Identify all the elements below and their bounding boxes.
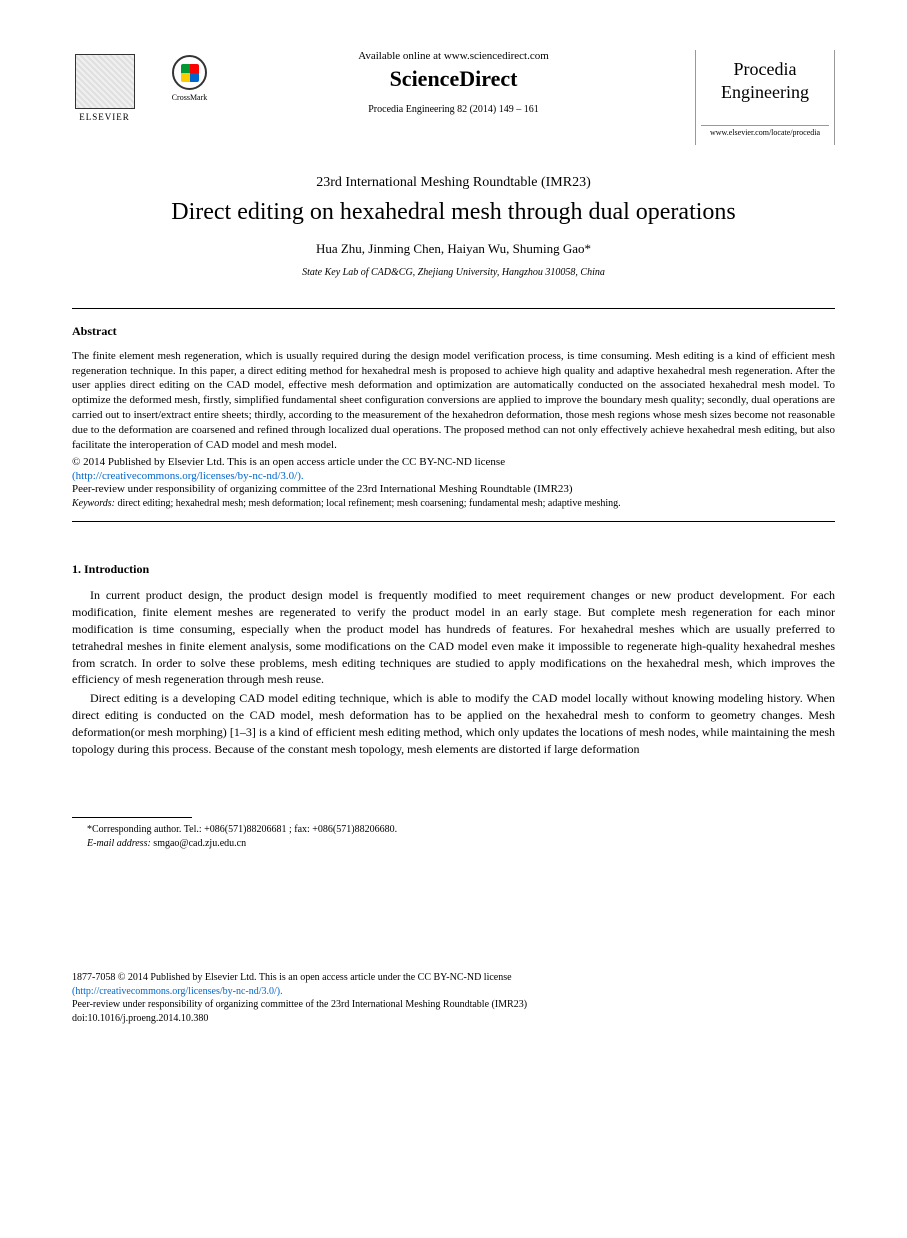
header-row: ELSEVIER CrossMark Available online at w… [72,50,835,145]
divider-top [72,308,835,309]
abstract-text: The finite element mesh regeneration, wh… [72,349,835,453]
intro-para2: Direct editing is a developing CAD model… [72,690,835,757]
elsevier-tree-icon [75,54,135,109]
copyright-text: © 2014 Published by Elsevier Ltd. This i… [72,455,835,470]
procedia-line1: Procedia [701,58,829,81]
procedia-url: www.elsevier.com/locate/procedia [701,125,829,137]
sciencedirect-logo: ScienceDirect [227,66,680,92]
crossmark-label: CrossMark [172,93,208,102]
corresponding-author: *Corresponding author. Tel.: +086(571)88… [72,823,835,837]
procedia-line2: Engineering [701,81,829,104]
footer-peer-review: Peer-review under responsibility of orga… [72,998,835,1012]
email-label: E-mail address: [87,838,151,849]
paper-title: Direct editing on hexahedral mesh throug… [72,199,835,226]
divider-bottom [72,521,835,522]
introduction-heading: 1. Introduction [72,562,835,577]
conference-name: 23rd International Meshing Roundtable (I… [72,175,835,191]
elsevier-label: ELSEVIER [79,112,130,122]
header-center: Available online at www.sciencedirect.co… [212,50,695,115]
email-address: smgao@cad.zju.edu.cn [151,838,246,849]
license-link[interactable]: (http://creativecommons.org/licenses/by-… [72,470,835,482]
footer-license-link[interactable]: (http://creativecommons.org/licenses/by-… [72,985,835,999]
header-right: Procedia Engineering www.elsevier.com/lo… [695,50,835,145]
footer-block: 1877-7058 © 2014 Published by Elsevier L… [72,971,835,1025]
header-left: ELSEVIER CrossMark [72,50,212,125]
peer-review-text: Peer-review under responsibility of orga… [72,482,835,497]
footnote-separator [72,817,192,818]
authors: Hua Zhu, Jinming Chen, Haiyan Wu, Shumin… [72,241,835,257]
footer-copyright: 1877-7058 © 2014 Published by Elsevier L… [72,971,835,985]
crossmark-icon [172,55,207,90]
keywords-line: Keywords: direct editing; hexahedral mes… [72,498,835,509]
footer-doi: doi:10.1016/j.proeng.2014.10.380 [72,1012,835,1026]
citation-text: Procedia Engineering 82 (2014) 149 – 161 [227,104,680,115]
keywords-text: direct editing; hexahedral mesh; mesh de… [115,498,621,509]
email-line: E-mail address: smgao@cad.zju.edu.cn [72,837,835,851]
elsevier-logo: ELSEVIER [72,50,137,125]
affiliation: State Key Lab of CAD&CG, Zhejiang Univer… [72,267,835,278]
intro-para1: In current product design, the product d… [72,587,835,688]
available-online-text: Available online at www.sciencedirect.co… [227,50,680,62]
crossmark-logo[interactable]: CrossMark [167,55,212,115]
keywords-label: Keywords: [72,498,115,509]
procedia-title: Procedia Engineering [701,58,829,105]
abstract-heading: Abstract [72,324,835,339]
